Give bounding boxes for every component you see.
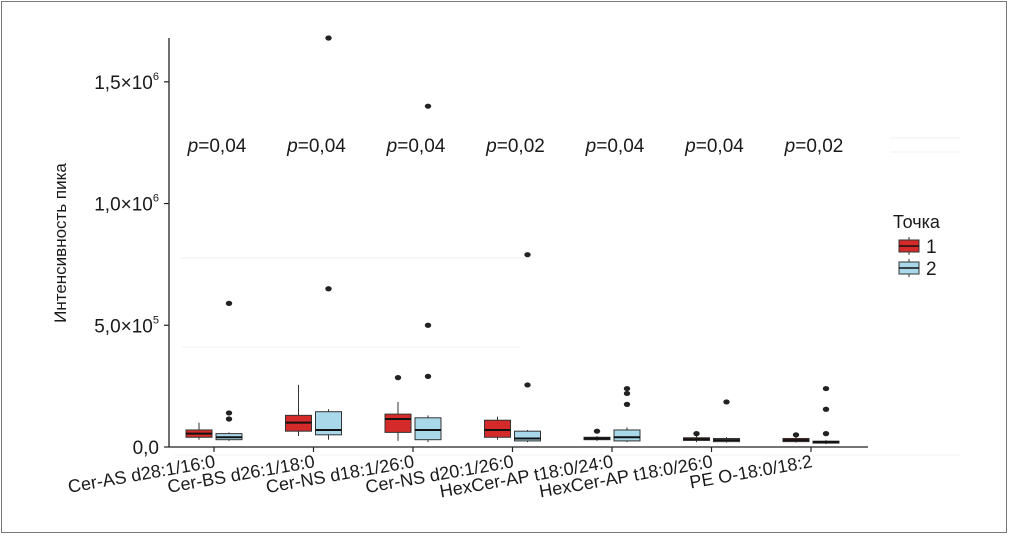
outlier-point <box>325 35 332 41</box>
box-series-1 <box>384 375 412 441</box>
p-value-label: p=0,04 <box>585 136 645 157</box>
y-tick-label: 1,5×106 <box>94 71 159 94</box>
p-value-label: p=0,02 <box>784 136 844 157</box>
p-value-label: p=0,04 <box>386 136 446 157</box>
box-body <box>613 429 641 442</box>
legend-label: 2 <box>926 259 937 280</box>
p-value-label: p=0,04 <box>684 136 744 157</box>
box-body <box>484 419 511 438</box>
box-series <box>185 35 840 445</box>
outlier-point <box>723 399 730 405</box>
box-body <box>384 413 412 433</box>
box-series-1 <box>583 428 611 441</box>
legend-item-2: 2 <box>898 259 937 280</box>
outlier-point <box>623 385 631 392</box>
p-value-label: p=0,04 <box>286 136 346 157</box>
box-series-1 <box>285 384 312 437</box>
box-body <box>315 411 342 436</box>
box-body <box>514 430 541 442</box>
series-2 <box>215 35 840 445</box>
outlier-point <box>524 252 531 258</box>
box-series-2 <box>215 300 243 441</box>
outlier-point <box>822 431 830 437</box>
outlier-point <box>822 385 830 392</box>
box-series-1 <box>484 416 511 440</box>
outlier-point <box>225 416 233 422</box>
outlier-point <box>623 401 631 407</box>
box-series-2 <box>812 385 840 445</box>
box-series-1 <box>683 431 710 443</box>
box-series-2 <box>315 35 342 440</box>
outlier-point <box>593 428 601 434</box>
outlier-point <box>424 322 432 328</box>
legend-item-1: 1 <box>898 237 937 258</box>
legend: Точка 12 <box>893 212 941 280</box>
p-value-label: p=0,02 <box>485 136 545 157</box>
y-tick-label: 5,0×105 <box>94 314 159 337</box>
box-body <box>414 417 442 441</box>
outlier-point <box>424 103 432 109</box>
outlier-point <box>325 286 332 292</box>
outlier-point <box>225 410 233 416</box>
outlier-point <box>394 375 402 381</box>
p-value-label: p=0,04 <box>187 136 247 157</box>
outlier-point <box>424 373 432 379</box>
outlier-point <box>623 390 631 397</box>
outlier-point <box>225 300 233 306</box>
outlier-point <box>792 432 800 438</box>
faint-gridlines <box>175 137 960 456</box>
series-1 <box>185 375 810 443</box>
outlier-point <box>693 431 700 437</box>
box-series-1 <box>185 422 213 440</box>
box-series-2 <box>414 103 442 443</box>
y-tick-label: 0,0 <box>133 438 159 459</box>
p-value-labels: p=0,04 p=0,04 p=0,04 p=0,02 p=0,04 p=0,04 p=0,… <box>187 136 844 157</box>
box-series-2 <box>613 385 641 443</box>
box-series-1 <box>782 432 810 443</box>
legend-label: 1 <box>926 237 937 258</box>
legend-title: Точка <box>893 212 941 232</box>
box-series-2 <box>713 399 740 443</box>
outlier-point <box>524 382 531 388</box>
outlier-point <box>822 406 830 412</box>
box-series-2 <box>514 252 541 443</box>
y-axis: 0,0 5,0×105 1,0×106 1,5×106 <box>94 38 170 459</box>
y-tick-label: 1,0×106 <box>94 193 159 216</box>
y-axis-label: Интенсивность пика <box>51 163 70 323</box>
